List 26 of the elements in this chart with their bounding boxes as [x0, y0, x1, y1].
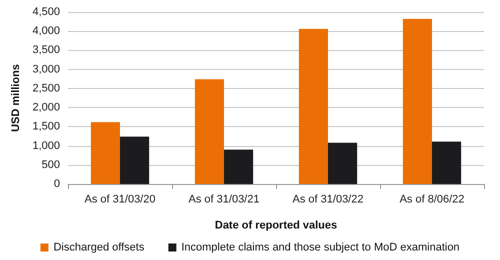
- y-tick-label: 3,000: [32, 63, 60, 76]
- y-tick-label: 2,500: [32, 82, 60, 94]
- y-axis-title: USD millions: [10, 64, 22, 132]
- x-tick-label: As of 31/03/22: [292, 194, 364, 206]
- y-tick-label: 1,500: [32, 120, 60, 133]
- y-tick-label: 4,500: [32, 6, 60, 18]
- bar: [432, 142, 462, 184]
- bar: [194, 79, 224, 184]
- y-tick-label: 0: [54, 178, 60, 190]
- x-tick-label: As of 31/03/21: [188, 194, 260, 206]
- bar: [328, 142, 358, 184]
- bar: [402, 18, 432, 184]
- x-axis-title: Date of reported values: [214, 220, 338, 232]
- bar: [224, 150, 254, 184]
- y-tick-label: 4,000: [32, 25, 60, 38]
- y-tick-label: 3,500: [32, 44, 60, 56]
- legend-label: Incomplete claims and those subject to MoD examination: [181, 242, 460, 254]
- y-tick-label: 1,000: [32, 140, 60, 152]
- bar: [120, 136, 150, 184]
- y-tick-label: 500: [42, 158, 60, 171]
- legend-label: Discharged offsets: [53, 242, 145, 254]
- bar: [90, 122, 120, 184]
- bar: [298, 28, 328, 184]
- x-tick-label: As of 8/06/22: [400, 194, 464, 206]
- y-tick-label: 2,000: [32, 102, 60, 114]
- x-tick-label: As of 31/03/20: [84, 194, 156, 206]
